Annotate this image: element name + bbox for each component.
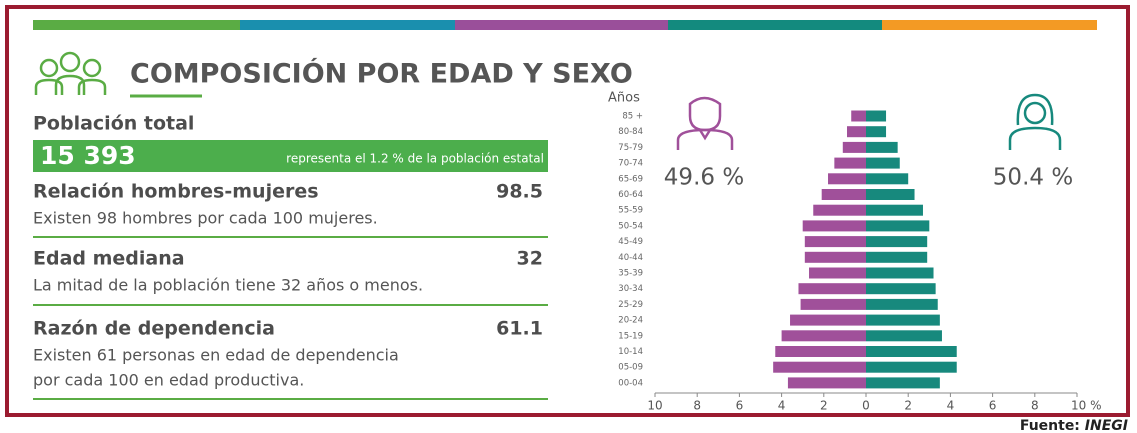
x-tick-label: 4 bbox=[947, 399, 955, 413]
stat-label: Relación hombres-mujeres bbox=[33, 181, 319, 203]
bar bbox=[775, 346, 866, 357]
age-label: 00-04 bbox=[618, 378, 643, 388]
male-icon bbox=[676, 96, 734, 150]
people-icon bbox=[34, 51, 107, 95]
bar bbox=[847, 126, 866, 138]
bar bbox=[802, 220, 866, 232]
age-label: 25-29 bbox=[618, 300, 643, 310]
bar bbox=[866, 330, 942, 342]
source-name: INEGI bbox=[1085, 418, 1128, 433]
bar bbox=[866, 314, 940, 326]
bar bbox=[866, 204, 923, 216]
bar bbox=[821, 189, 866, 200]
age-label: 85 + bbox=[622, 112, 643, 122]
x-tick-label: 2 bbox=[904, 399, 912, 413]
bar bbox=[866, 283, 936, 295]
bar bbox=[866, 251, 928, 263]
x-tick-label: 10 % bbox=[1071, 399, 1102, 413]
age-label: 10-14 bbox=[618, 347, 643, 357]
bar bbox=[813, 204, 866, 216]
bar bbox=[804, 251, 866, 263]
x-tick-label: 2 bbox=[820, 399, 828, 413]
stat-note: Existen 61 personas en edad de dependenc… bbox=[33, 346, 399, 365]
share-label: 50.4 % bbox=[993, 165, 1073, 191]
age-label: 20-24 bbox=[618, 316, 643, 326]
age-label: 35-39 bbox=[618, 269, 643, 279]
bar bbox=[828, 173, 866, 185]
bar bbox=[851, 110, 866, 122]
bar bbox=[866, 377, 940, 389]
share-label: 49.6 % bbox=[664, 165, 744, 191]
stat-value: 32 bbox=[517, 248, 543, 270]
age-label: 60-64 bbox=[618, 190, 643, 200]
stat-label: Edad mediana bbox=[33, 248, 185, 270]
age-label: 15-19 bbox=[618, 331, 643, 341]
color-stripe bbox=[33, 20, 1097, 30]
age-label: 50-54 bbox=[618, 221, 643, 231]
bar bbox=[842, 141, 866, 153]
bar bbox=[866, 361, 957, 373]
bar bbox=[773, 361, 866, 373]
bar bbox=[866, 220, 930, 232]
frame bbox=[5, 5, 1130, 417]
x-tick-label: 8 bbox=[693, 399, 701, 413]
age-label: 75-79 bbox=[618, 143, 643, 153]
stat-value: 98.5 bbox=[496, 181, 543, 203]
bar bbox=[787, 377, 866, 389]
age-label: 40-44 bbox=[618, 253, 643, 263]
stat-note: representa el 1.2 % de la población esta… bbox=[286, 152, 544, 166]
x-tick-label: 0 bbox=[862, 399, 870, 413]
bar bbox=[866, 110, 887, 122]
bar bbox=[834, 157, 866, 169]
bar bbox=[866, 267, 934, 279]
age-label: 05-09 bbox=[618, 363, 643, 373]
bar bbox=[866, 189, 915, 200]
bar bbox=[800, 298, 866, 310]
age-label: 65-69 bbox=[618, 174, 643, 184]
x-tick-label: 4 bbox=[778, 399, 786, 413]
y-axis-label: Años bbox=[608, 91, 640, 106]
source: Fuente: INEGI bbox=[1020, 418, 1128, 433]
bar bbox=[866, 157, 900, 169]
stat-note: Existen 98 hombres por cada 100 mujeres. bbox=[33, 209, 378, 228]
stat-note: por cada 100 en edad productiva. bbox=[33, 371, 304, 390]
bar bbox=[866, 298, 938, 310]
stat-value: 61.1 bbox=[496, 318, 543, 340]
bar bbox=[781, 330, 866, 342]
bar bbox=[804, 236, 866, 248]
age-label: 80-84 bbox=[618, 127, 643, 137]
stat-value: 15 393 bbox=[40, 141, 136, 170]
age-label: 30-34 bbox=[618, 284, 643, 294]
x-tick-label: 6 bbox=[736, 399, 744, 413]
x-tick-label: 8 bbox=[1031, 399, 1039, 413]
bar bbox=[866, 236, 928, 248]
stat-label: Razón de dependencia bbox=[33, 318, 275, 340]
female-icon bbox=[1008, 93, 1062, 150]
age-label: 70-74 bbox=[618, 159, 643, 169]
age-label: 55-59 bbox=[618, 206, 643, 216]
population-bar bbox=[33, 140, 548, 172]
bar bbox=[798, 283, 866, 295]
stat-label: Población total bbox=[33, 113, 194, 135]
x-tick-label: 6 bbox=[989, 399, 997, 413]
bar bbox=[866, 141, 898, 153]
x-tick-label: 10 bbox=[647, 399, 662, 413]
stat-note: La mitad de la población tiene 32 años o… bbox=[33, 276, 423, 295]
bar bbox=[866, 173, 909, 185]
source-label: Fuente: bbox=[1020, 418, 1080, 433]
bar bbox=[866, 346, 957, 357]
title: COMPOSICIÓN POR EDAD Y SEXO bbox=[130, 58, 633, 90]
bar bbox=[866, 126, 887, 138]
bar bbox=[790, 314, 866, 326]
bar bbox=[809, 267, 866, 279]
age-label: 45-49 bbox=[618, 237, 643, 247]
